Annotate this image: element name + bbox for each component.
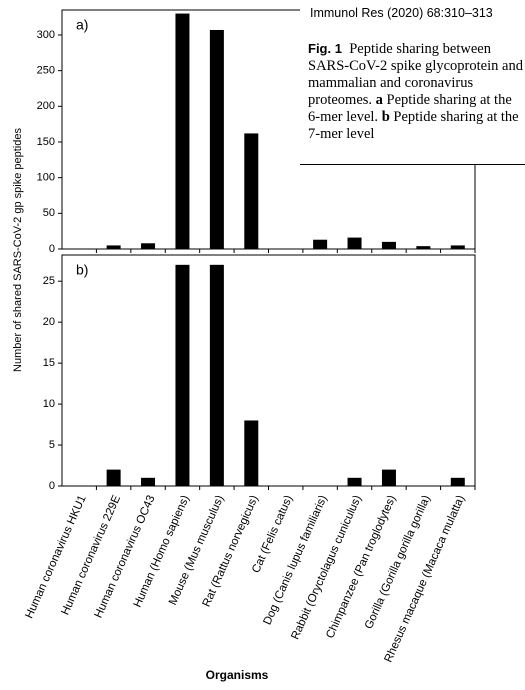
caption-text: Peptide sharing between SARS-CoV-2 spike…	[308, 41, 523, 108]
x-tick-label: Human coronavirus OC43	[93, 494, 158, 620]
x-tick-label: Human coronavirus HKU1	[23, 494, 88, 621]
bar	[209, 264, 224, 486]
bar	[381, 469, 396, 486]
y-tick-label: 15	[43, 357, 55, 369]
y-tick-label: 20	[43, 316, 55, 328]
x-tick-label: Chimpanzee (Pan troglodytes)	[324, 493, 398, 640]
bar	[209, 29, 224, 249]
bar	[416, 246, 431, 249]
x-tick-label: Rabbit (Oryctolagus cuniculus)	[289, 493, 364, 641]
y-axis-title: Number of shared SARS-CoV-2 gp spike pep…	[12, 128, 24, 372]
bar	[347, 477, 362, 486]
bar	[450, 245, 465, 249]
journal-header: Immunol Res (2020) 68:310–313	[310, 6, 493, 20]
bar	[106, 245, 121, 249]
y-tick-label: 300	[37, 29, 55, 41]
bar	[244, 420, 259, 486]
y-tick-label: 50	[43, 207, 55, 219]
y-tick-label: 0	[49, 480, 55, 492]
bar	[141, 477, 156, 486]
bar	[244, 133, 259, 249]
bar	[175, 264, 190, 486]
y-tick-label: 150	[37, 136, 55, 148]
caption: Fig. 1 Peptide sharing between SARS-CoV-…	[308, 40, 523, 143]
y-tick-label: 250	[37, 65, 55, 77]
x-axis-title: Organisms	[206, 668, 269, 682]
y-tick-label: 5	[49, 439, 55, 451]
panel-label: a)	[76, 17, 88, 33]
bar	[347, 237, 362, 249]
x-tick-label: Dog (Canis lupus familiaris)	[261, 493, 329, 626]
y-tick-label: 25	[43, 275, 55, 287]
bar	[106, 469, 121, 486]
panel-label: b)	[76, 262, 88, 278]
bar	[141, 243, 156, 249]
bar	[175, 13, 190, 249]
bar	[381, 241, 396, 249]
caption-text: Peptide sharing at the 6-mer level.	[308, 92, 512, 125]
caption-label: Fig. 1	[308, 41, 342, 56]
caption-part: b	[381, 109, 390, 125]
y-tick-label: 0	[49, 243, 55, 255]
caption-box: Immunol Res (2020) 68:310–313 Fig. 1 Pep…	[300, 0, 525, 165]
bar	[450, 477, 465, 486]
y-tick-label: 200	[37, 100, 55, 112]
x-tick-label: Gorilla (Gorilla gorilla gorilla)	[363, 493, 433, 631]
y-tick-label: 100	[37, 172, 55, 184]
y-tick-label: 10	[43, 398, 55, 410]
bar	[313, 239, 328, 249]
caption-part: a	[375, 92, 383, 108]
caption-text: Peptide sharing at the 7-mer level	[308, 109, 519, 142]
plot-frame	[61, 254, 476, 487]
